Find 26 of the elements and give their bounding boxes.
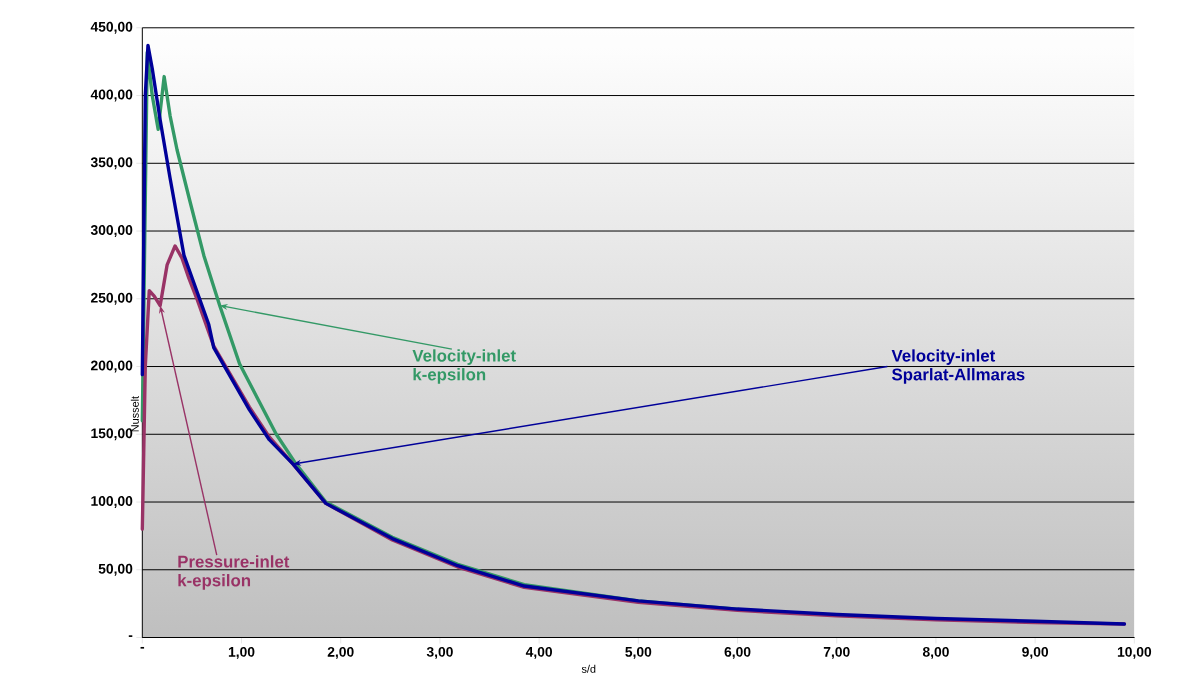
- y-tick-label: -: [128, 635, 133, 637]
- x-tick-label: 10,00: [1117, 646, 1152, 659]
- y-tick-label: 450,00: [90, 21, 133, 34]
- y-tick-label: 250,00: [90, 292, 133, 305]
- y-tick-label: 350,00: [90, 157, 133, 170]
- text: Velocity-inlet Sparlat-Allmaras: [891, 349, 1025, 384]
- x-tick-label: 2,00: [327, 646, 354, 659]
- x-tick-label: 9,00: [1022, 646, 1049, 659]
- text: Pressure-inlet k-epsilon: [178, 555, 290, 590]
- x-tick-label: 7,00: [823, 646, 850, 659]
- y-tick-label: 50,00: [98, 563, 133, 576]
- y-tick-label: 150,00: [91, 428, 133, 441]
- x-tick-label: 5,00: [625, 646, 652, 659]
- x-tick-label: -: [140, 646, 145, 649]
- y-axis-title: Nusselt: [130, 395, 139, 432]
- y-tick-label: 200,00: [90, 360, 133, 373]
- x-axis-title: s/d: [581, 664, 596, 673]
- y-tick-label: 400,00: [90, 89, 133, 102]
- x-tick-label: 6,00: [724, 646, 751, 659]
- x-tick-label: 4,00: [525, 646, 553, 659]
- text: Velocity-inlet k-epsilon: [412, 349, 516, 384]
- y-tick-label: 100,00: [91, 496, 133, 508]
- x-tick-label: 8,00: [922, 646, 949, 659]
- x-tick-label: 1,00: [228, 646, 255, 659]
- x-tick-label: 3,00: [426, 646, 453, 659]
- y-tick-label: 300,00: [90, 225, 133, 237]
